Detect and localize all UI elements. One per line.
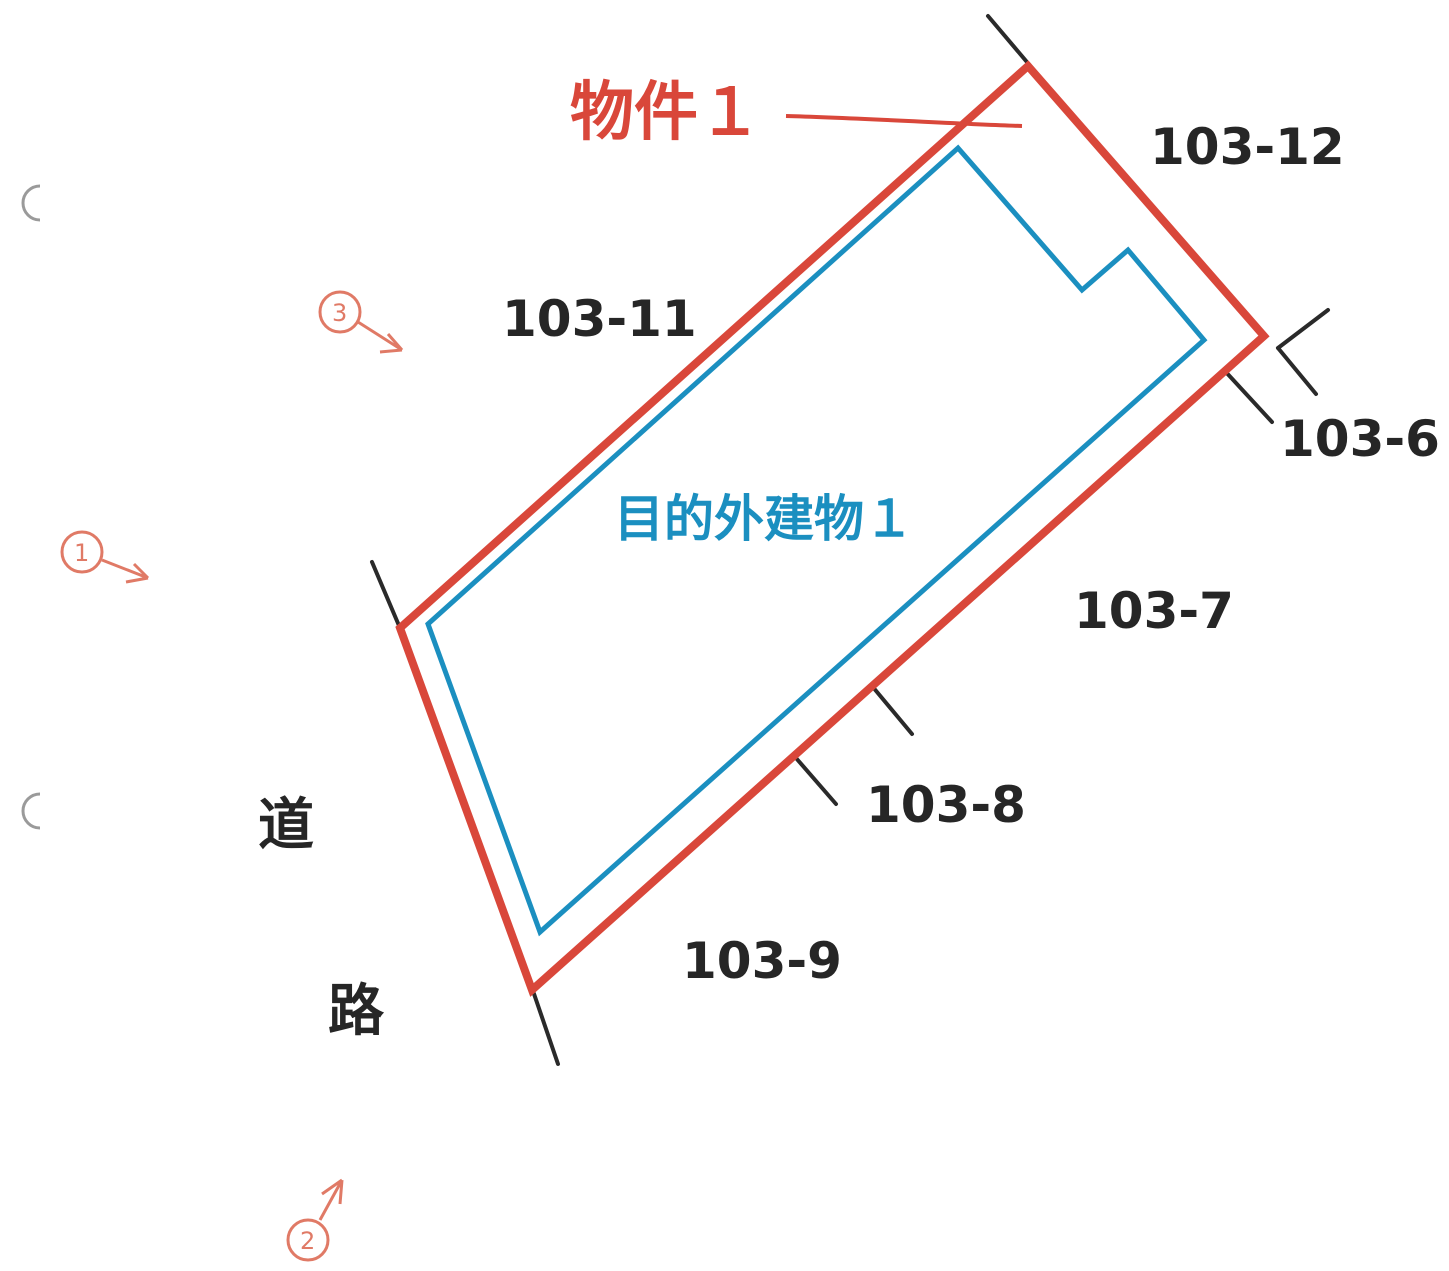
boundary-tick-top: [986, 14, 1034, 70]
lot-label-103-6: 103-6: [1280, 410, 1440, 468]
binder-hole-bottom-icon: [21, 792, 41, 830]
lot-label-103-7: 103-7: [1074, 582, 1234, 640]
lot-label-103-12: 103-12: [1150, 118, 1345, 176]
boundary-tick-right-upper: [1276, 308, 1330, 350]
photo-marker-2-circle: [286, 1218, 330, 1262]
boundary-tick-103-8-9: [794, 756, 838, 806]
photo-marker-1-arrow-icon: [101, 558, 150, 584]
road-label-char-1: 道: [258, 793, 314, 858]
boundary-ticks: [370, 14, 1330, 1066]
property-label: 物件１: [570, 76, 762, 150]
lot-label-103-11: 103-11: [502, 290, 697, 348]
property-leader-line: [785, 114, 1023, 128]
boundary-tick-right-vertical: [1276, 346, 1318, 396]
boundary-tick-left-bottom: [530, 986, 560, 1066]
photo-marker-1-circle: [60, 530, 104, 574]
photo-marker-1-number: 1: [74, 539, 89, 567]
photo-marker-1: 1: [60, 530, 150, 584]
photo-marker-3-circle: [318, 290, 362, 334]
photo-marker-2-number: 2: [300, 1227, 315, 1255]
boundary-tick-right-lower: [1222, 368, 1274, 424]
binder-hole-top-icon: [21, 184, 41, 222]
photo-marker-2: 2: [286, 1178, 344, 1262]
lot-label-103-9: 103-9: [682, 932, 842, 990]
boundary-tick-left-top: [370, 560, 402, 630]
road-label-char-2: 路: [328, 979, 385, 1044]
property-outline: [395, 60, 1270, 997]
building-outline: [425, 144, 1208, 937]
photo-marker-2-arrow-icon: [318, 1178, 344, 1221]
photo-marker-3: 3: [318, 290, 404, 354]
building-label: 目的外建物１: [614, 490, 914, 548]
photo-marker-3-arrow-icon: [357, 320, 404, 354]
photo-marker-3-number: 3: [332, 299, 347, 327]
lot-label-103-8: 103-8: [866, 776, 1026, 834]
boundary-tick-103-7-8: [870, 684, 914, 736]
